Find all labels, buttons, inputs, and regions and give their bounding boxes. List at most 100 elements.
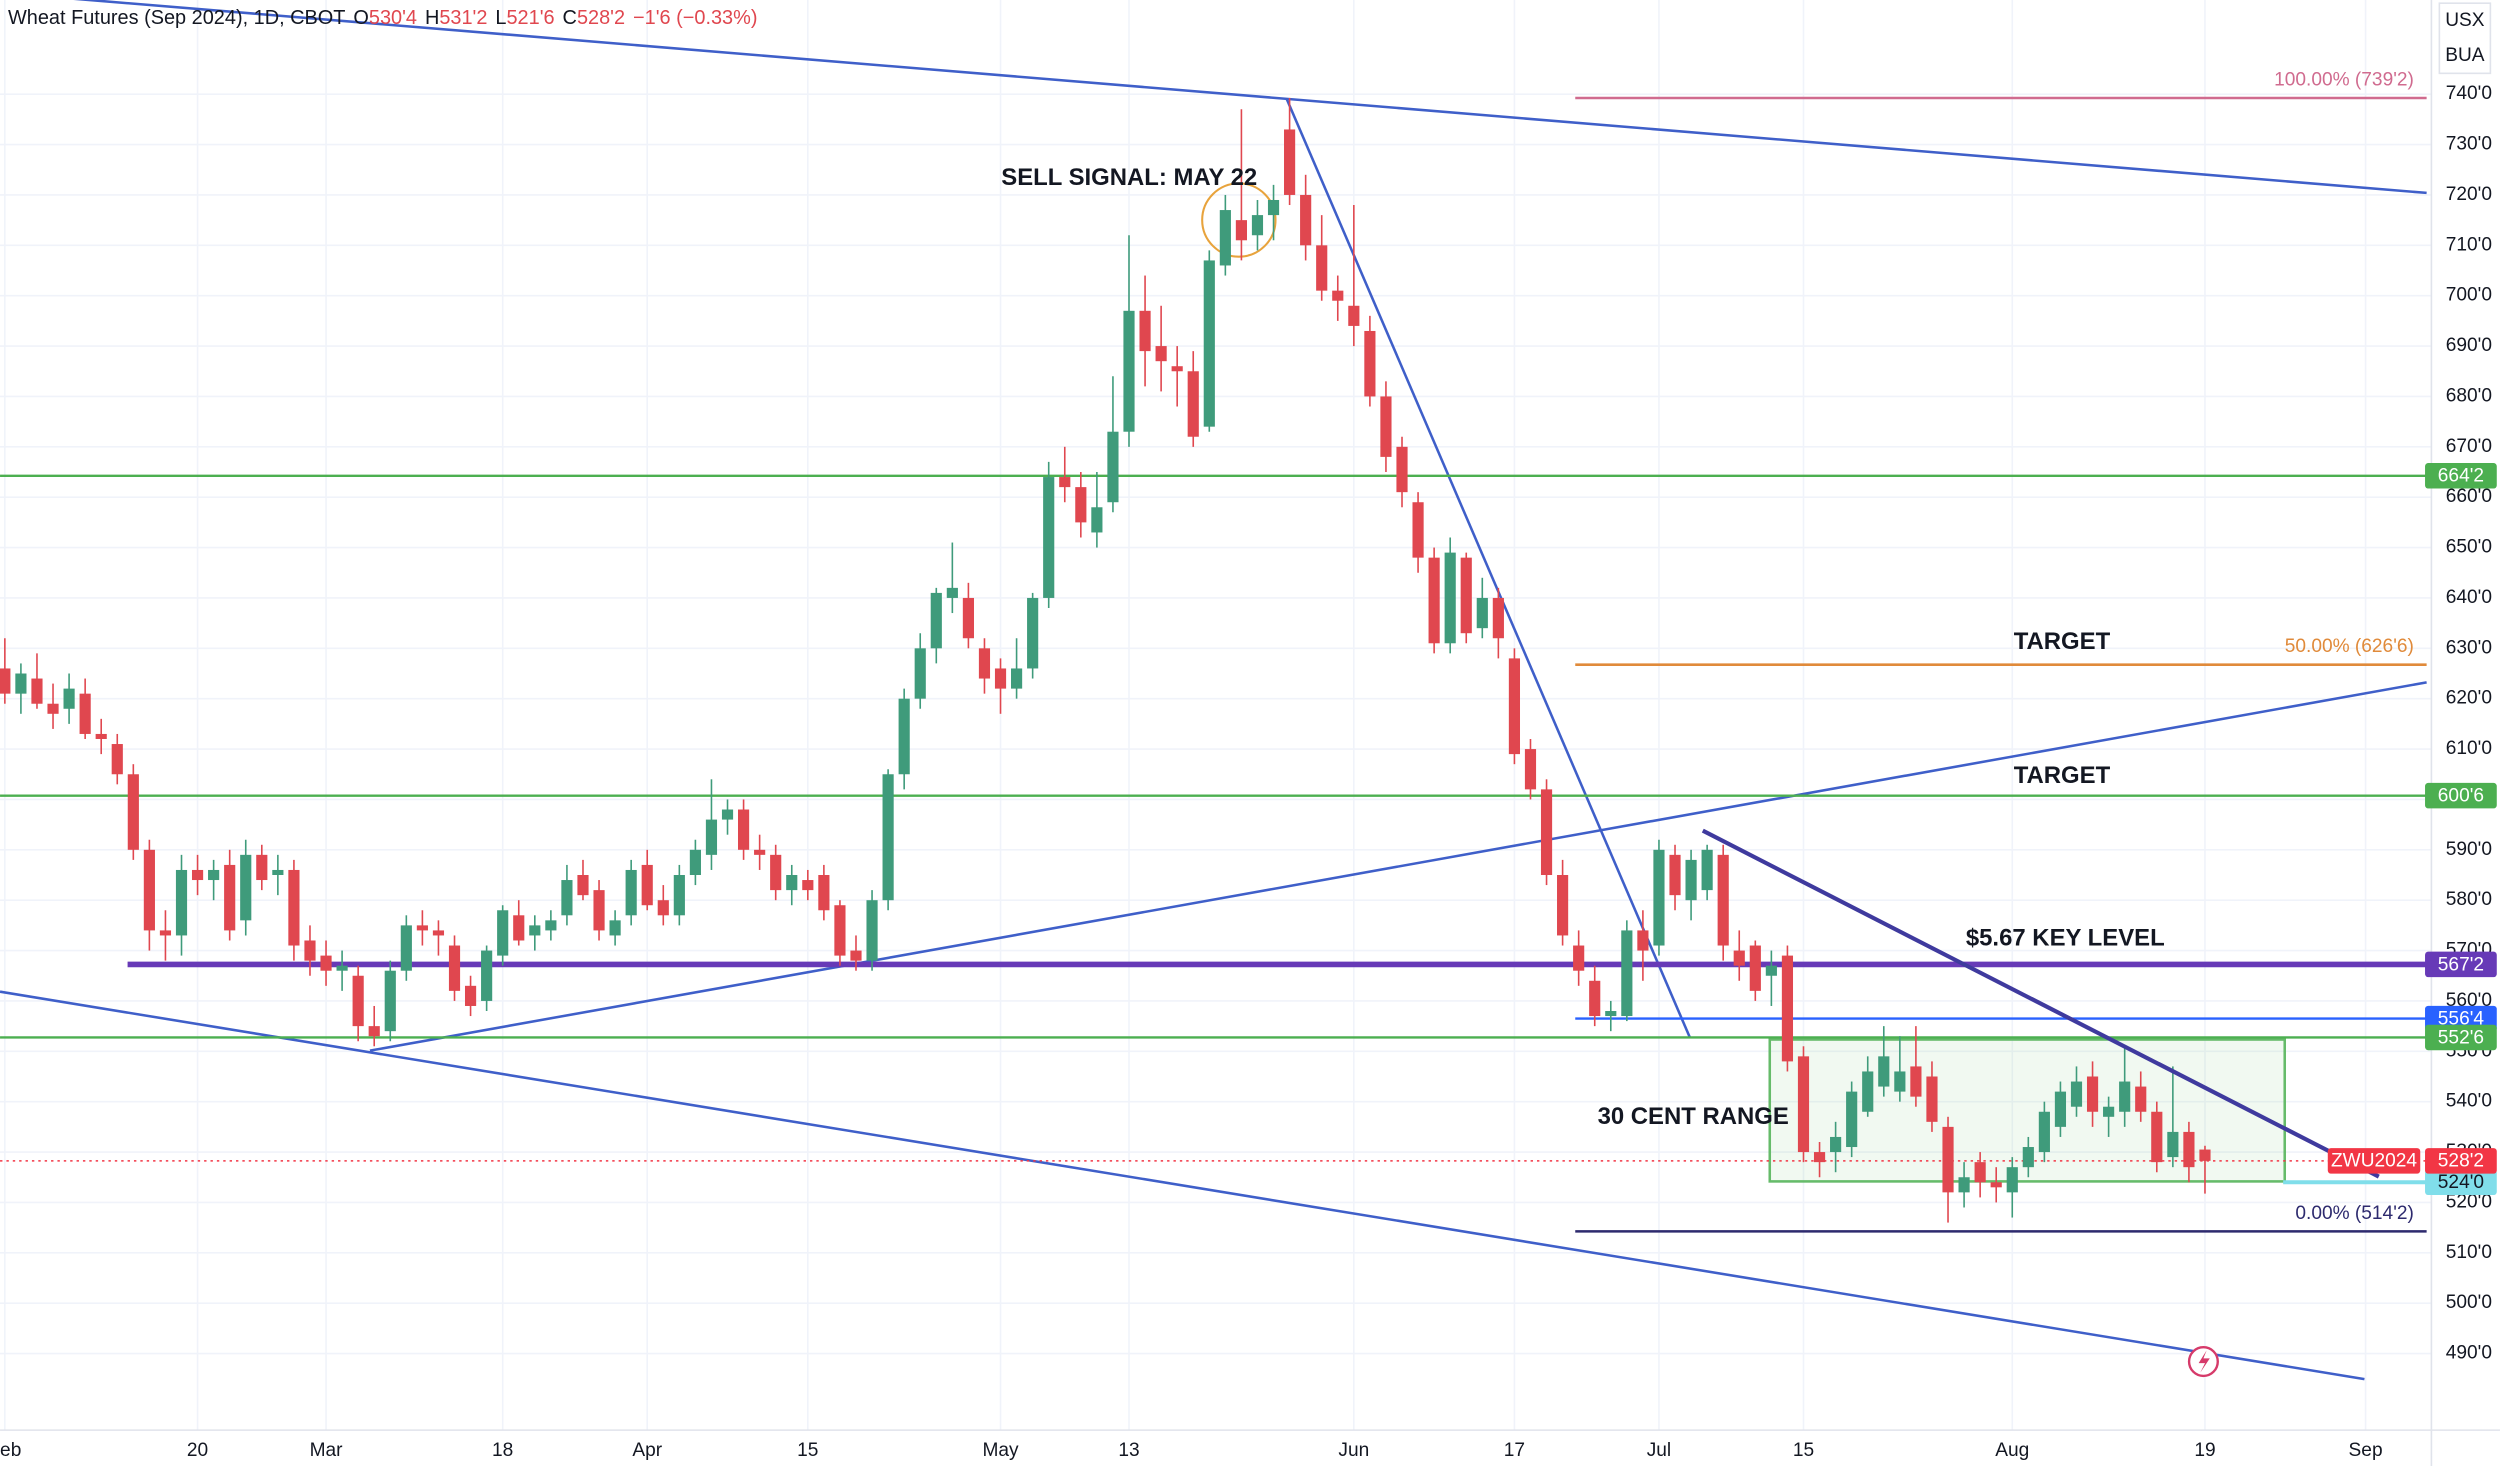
annotation: SELL SIGNAL: MAY 22 bbox=[1001, 164, 1257, 191]
candle-body bbox=[448, 945, 461, 991]
trend-line bbox=[369, 681, 2427, 1052]
candle-body bbox=[432, 930, 445, 936]
candle-body bbox=[593, 890, 605, 931]
candle-body bbox=[1219, 210, 1231, 266]
y-tick-label: 490'0 bbox=[2446, 1343, 2492, 1364]
level-badge bbox=[2425, 951, 2497, 978]
y-tick-label: 700'0 bbox=[2446, 285, 2492, 306]
open-label: O bbox=[353, 7, 368, 29]
candle-body bbox=[962, 597, 974, 639]
unit[interactable]: BUA bbox=[2445, 45, 2485, 66]
candle-body bbox=[1027, 597, 1039, 669]
candle-body bbox=[802, 880, 814, 891]
alert-icon[interactable] bbox=[2187, 1346, 2219, 1378]
candle-body bbox=[1765, 965, 1777, 976]
candle-body bbox=[0, 668, 11, 694]
candle-body bbox=[737, 809, 750, 850]
candle-body bbox=[1557, 875, 1569, 936]
candle-body bbox=[143, 849, 155, 931]
candle-body bbox=[2086, 1076, 2099, 1112]
trend-line bbox=[1701, 828, 2380, 1179]
x-tick-label: Sep bbox=[2349, 1440, 2383, 1461]
candle-body bbox=[2070, 1081, 2083, 1107]
candle-body bbox=[47, 703, 59, 714]
candle-body bbox=[2022, 1147, 2034, 1168]
x-tick-label: 18 bbox=[492, 1440, 513, 1461]
fib-label: 50.00% (626'6) bbox=[2285, 636, 2414, 657]
candle-body bbox=[1187, 371, 1199, 437]
candle-body bbox=[545, 920, 557, 931]
close-value: 528'2 bbox=[577, 7, 625, 29]
annotation: TARGET bbox=[2014, 628, 2111, 655]
candle-body bbox=[400, 925, 412, 971]
candle-body bbox=[2119, 1081, 2131, 1112]
x-tick-label: 15 bbox=[797, 1440, 818, 1461]
header: Wheat Futures (Sep 2024), 1D, CBOT O530'4… bbox=[8, 7, 757, 29]
candle-body bbox=[15, 673, 27, 694]
candle-body bbox=[1460, 557, 1472, 634]
high-label: H bbox=[425, 7, 439, 29]
candle-body bbox=[866, 900, 878, 961]
candle-body bbox=[1589, 980, 1601, 1017]
candle-body bbox=[914, 648, 926, 699]
unit-box[interactable] bbox=[2438, 2, 2492, 75]
x-tick-label: Jun bbox=[1338, 1440, 1369, 1461]
candle-body bbox=[1910, 1066, 1922, 1097]
level-badge bbox=[2425, 1169, 2497, 1196]
signal-circle bbox=[1201, 182, 1277, 258]
candle-body bbox=[882, 774, 894, 901]
candle-body bbox=[721, 809, 734, 820]
high-value: 531'2 bbox=[439, 7, 487, 29]
currency[interactable]: USX bbox=[2445, 10, 2485, 31]
candle-body bbox=[288, 869, 300, 946]
low-label: L bbox=[495, 7, 506, 29]
candle-body bbox=[127, 774, 139, 850]
candle-body bbox=[497, 910, 509, 956]
candle-body bbox=[336, 965, 348, 971]
candle-body bbox=[577, 875, 589, 896]
candle-body bbox=[1107, 431, 1119, 503]
candle-body bbox=[1862, 1071, 1874, 1112]
y-tick-label: 590'0 bbox=[2446, 839, 2492, 860]
candle-body bbox=[609, 920, 621, 936]
candle-body bbox=[529, 925, 541, 936]
candle-body bbox=[1332, 290, 1344, 301]
candle-body bbox=[416, 925, 428, 931]
last-price-badge bbox=[2425, 1148, 2497, 1174]
y-tick-label: 630'0 bbox=[2446, 637, 2492, 658]
candle-body bbox=[818, 875, 830, 911]
low-value: 521'6 bbox=[506, 7, 554, 29]
candle-body bbox=[1813, 1152, 1826, 1163]
candle-body bbox=[770, 854, 782, 891]
candle-body bbox=[1573, 945, 1585, 971]
level-badge-label: 556'4 bbox=[2438, 1008, 2485, 1029]
x-tick-label: Aug bbox=[1995, 1440, 2029, 1461]
candles bbox=[0, 97, 2211, 1223]
candle-body bbox=[111, 744, 123, 775]
candle-body bbox=[2151, 1111, 2163, 1163]
candle-body bbox=[1123, 310, 1135, 432]
candle-body bbox=[481, 950, 493, 1001]
trend-line bbox=[0, 990, 2365, 1381]
y-tick-label: 610'0 bbox=[2446, 738, 2492, 759]
candle-body bbox=[1974, 1162, 1986, 1183]
candle-body bbox=[1428, 557, 1440, 644]
level-badge bbox=[2425, 782, 2497, 809]
change-value: −1'6 (−0.33%) bbox=[633, 7, 757, 29]
candle-body bbox=[320, 955, 332, 971]
candle-body bbox=[191, 869, 204, 881]
candle-body bbox=[1926, 1076, 1938, 1122]
candle-body bbox=[657, 900, 669, 916]
x-tick-label: 13 bbox=[1118, 1440, 1139, 1461]
y-tick-label: 670'0 bbox=[2446, 436, 2492, 457]
candle-body bbox=[1942, 1126, 1954, 1193]
x-tick-label: 17 bbox=[1504, 1440, 1525, 1461]
x-tick-label: May bbox=[982, 1440, 1019, 1461]
candle-body bbox=[1476, 597, 1488, 629]
symbol-badge-label: ZWU2024 bbox=[2331, 1151, 2417, 1172]
level-badge-label: 600'6 bbox=[2438, 786, 2484, 807]
candle-body bbox=[1043, 477, 1055, 598]
level-badge-label: 552'6 bbox=[2438, 1027, 2484, 1048]
